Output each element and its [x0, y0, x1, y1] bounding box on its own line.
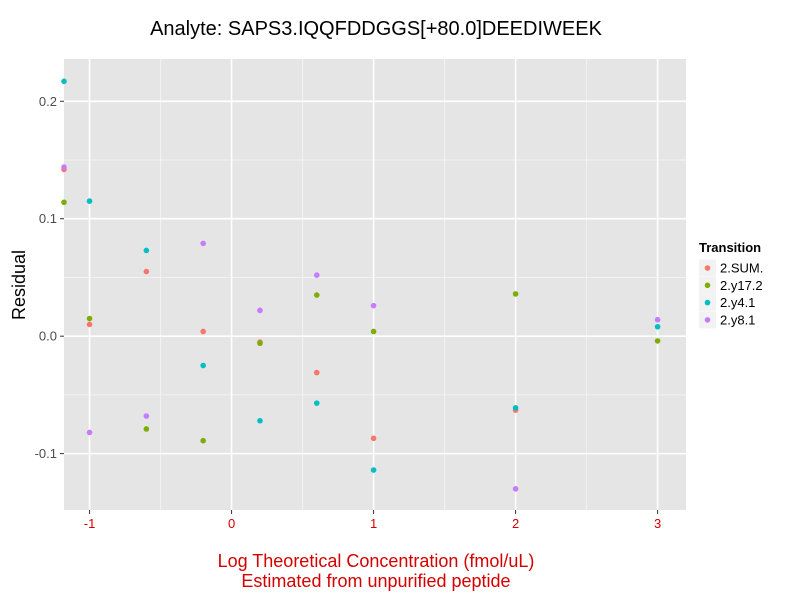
data-point: [61, 199, 67, 206]
data-point: [654, 316, 661, 323]
data-point: [86, 429, 93, 436]
plot-panel: [64, 59, 686, 510]
data-point: [313, 369, 320, 376]
legend-key: [704, 265, 711, 271]
legend-key: [704, 317, 711, 323]
legend-label: 2.y8.1: [720, 312, 755, 327]
data-point: [257, 340, 263, 347]
data-point: [86, 315, 93, 322]
x-axis-ticks: -1 0 1 2 3: [84, 510, 661, 531]
data-point: [61, 78, 67, 85]
data-point: [257, 417, 263, 424]
series-2.y4.1: [61, 78, 661, 473]
y-tick-label: 0.1: [39, 211, 57, 226]
legend-key: [704, 299, 711, 306]
data-point: [200, 437, 206, 444]
data-point: [512, 291, 519, 297]
y-tick-label: 0.2: [39, 94, 57, 109]
data-point: [370, 328, 377, 335]
legend-label: 2.y4.1: [720, 295, 755, 310]
series-2.SUM.: [61, 166, 519, 442]
x-tick-label: 0: [228, 516, 235, 531]
data-point: [313, 400, 320, 406]
legend-key: [704, 282, 711, 289]
y-tick-label: 0.0: [39, 329, 57, 344]
data-point: [512, 486, 519, 492]
data-point: [257, 307, 263, 314]
data-point: [370, 467, 377, 473]
y-tick-label: -0.1: [35, 446, 57, 461]
data-point: [86, 198, 93, 204]
data-points: [61, 78, 661, 492]
grid-lines: [64, 59, 686, 510]
x-tick-label: 3: [654, 516, 661, 531]
data-point: [143, 268, 150, 275]
data-point: [86, 321, 93, 328]
data-point: [654, 338, 661, 344]
x-tick-label: 2: [512, 516, 519, 531]
data-point: [200, 328, 206, 335]
legend-label: 2.y17.2: [720, 278, 763, 293]
data-point: [313, 272, 320, 278]
legend-label: 2.SUM.: [720, 261, 763, 276]
data-point: [143, 426, 150, 432]
y-axis-label: Residual: [9, 250, 29, 320]
data-point: [143, 413, 150, 419]
series-2.y8.1: [61, 164, 661, 492]
legend-title: Transition: [699, 240, 761, 255]
data-point: [654, 323, 661, 330]
data-point: [200, 240, 206, 247]
data-point: [61, 164, 67, 170]
x-tick-label: 1: [370, 516, 377, 531]
data-point: [370, 435, 377, 442]
x-tick-label: -1: [84, 516, 96, 531]
data-point: [512, 405, 519, 411]
data-point: [143, 247, 150, 254]
data-point: [370, 302, 377, 309]
chart-title: Analyte: SAPS3.IQQFDDGGS[+80.0]DEEDIWEEK: [150, 18, 602, 40]
data-point: [313, 292, 320, 298]
series-2.y17.2: [61, 199, 661, 444]
y-axis-ticks: -0.1 0.0 0.1 0.2: [35, 94, 64, 461]
legend: Transition 2.SUM. 2.y17.2 2.y4.1 2.y8.1: [699, 240, 763, 329]
x-axis-label-line1: Log Theoretical Concentration (fmol/uL): [218, 551, 535, 571]
data-point: [200, 362, 206, 369]
x-axis-label-line2: Estimated from unpurified peptide: [241, 571, 510, 591]
